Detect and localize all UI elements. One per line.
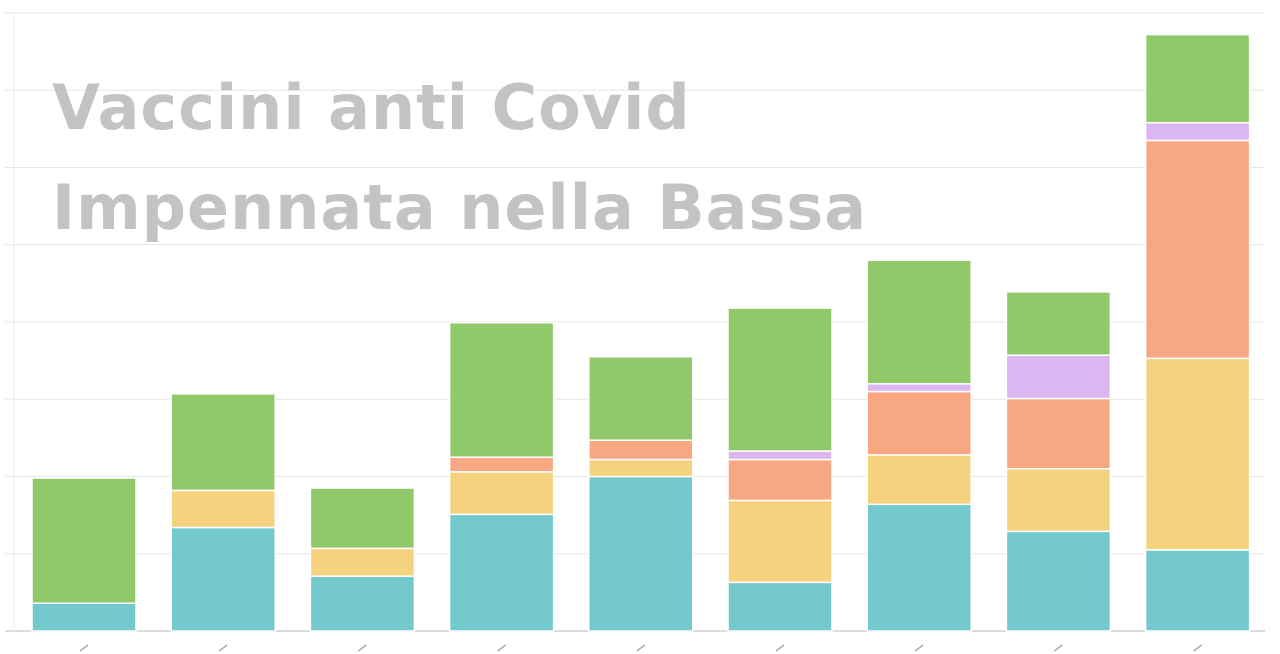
bar-segment — [588, 439, 694, 461]
bar-segment — [1144, 357, 1251, 551]
bar-segment — [309, 487, 416, 550]
bar-segment — [588, 356, 694, 441]
bar-segment — [1144, 33, 1251, 124]
bar-segment — [309, 547, 416, 577]
x-tick-mark — [497, 644, 506, 652]
bar-segment — [866, 390, 972, 456]
bar-segment — [727, 307, 833, 452]
bar-segment — [866, 454, 972, 506]
bar-segment — [170, 393, 276, 492]
bar-segment — [727, 499, 833, 584]
bar-segment — [1005, 468, 1112, 533]
bar-segment — [31, 602, 137, 632]
bar-segment — [866, 383, 972, 393]
bar-segment — [448, 471, 555, 516]
bar-segment — [588, 475, 694, 632]
x-tick-mark — [1054, 644, 1063, 652]
bar-segment — [1005, 291, 1112, 356]
bar-segment — [448, 513, 555, 632]
x-tick-mark — [914, 644, 924, 652]
bar-segment — [1144, 549, 1251, 632]
bar-segment — [866, 503, 972, 632]
bar-segment — [588, 458, 694, 478]
bar-segment — [31, 477, 137, 604]
bar-segment — [1144, 121, 1251, 142]
bar-segment — [1005, 530, 1112, 632]
bar-segment — [1144, 139, 1251, 360]
bar-segment — [170, 526, 276, 632]
x-tick-mark — [636, 644, 646, 652]
bar-segment — [727, 450, 833, 461]
bar-segment — [866, 259, 972, 385]
x-tick-mark — [775, 644, 785, 652]
x-tick-mark — [358, 644, 367, 652]
bar-segment — [1005, 354, 1112, 400]
x-tick-mark — [218, 644, 228, 652]
x-tick-marks — [79, 644, 1202, 652]
bar-segment — [727, 581, 833, 632]
bar-segment — [727, 458, 833, 502]
bar-segment — [448, 322, 555, 458]
x-tick-mark — [1193, 644, 1202, 652]
x-tick-mark — [79, 644, 89, 652]
bar-segment — [1005, 397, 1112, 470]
bar-segment — [448, 456, 555, 473]
bar-segment — [170, 489, 276, 529]
bar-stacks — [31, 33, 1251, 632]
bar-segment — [309, 575, 416, 632]
